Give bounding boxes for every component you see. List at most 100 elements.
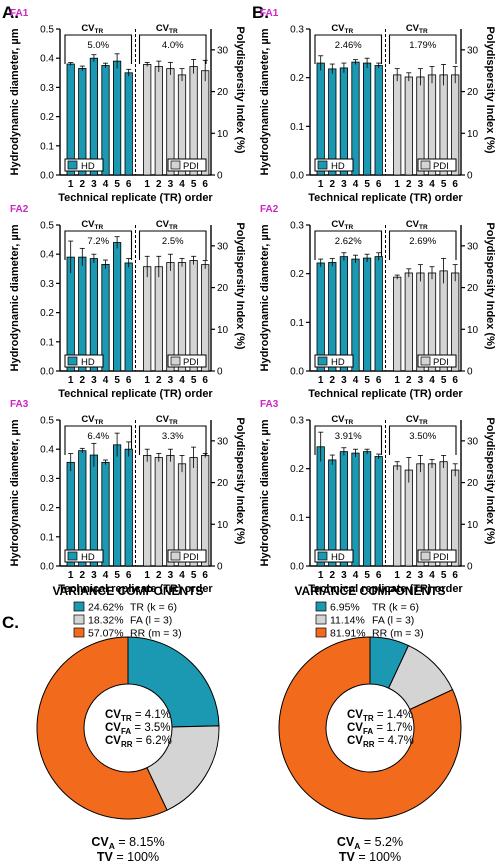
y-axis-label: Hydrodynamic diameter, µm <box>259 419 271 566</box>
left-tick-label: 0.3 <box>40 474 54 485</box>
cv-value: 3.3% <box>162 431 184 442</box>
x-tick-label: 1 <box>144 179 150 190</box>
x-tick-label: 2 <box>406 375 412 386</box>
chart-B-FA1: FA1 0.0 0.1 0.2 0.3 0 10 20 30 Hydrodynamic diame… <box>259 8 496 204</box>
x-tick-label: 1 <box>68 570 74 581</box>
legend-swatch-pdi <box>420 356 431 366</box>
legend-label-pdi: PDI <box>183 552 199 563</box>
pie-legend-swatch <box>315 614 327 625</box>
left-tick-label: 0.2 <box>40 503 54 514</box>
legend-label-hd: HD <box>331 161 345 172</box>
legend-swatch-pdi <box>170 356 181 366</box>
tv-label: TV = 100% <box>339 850 401 864</box>
x-tick-label: 2 <box>80 375 86 386</box>
x-tick-label: 6 <box>126 375 132 386</box>
x-tick-label: 5 <box>114 570 120 581</box>
legend-label-pdi: PDI <box>433 161 449 172</box>
chart-A-FA2: FA2 0.0 0.1 0.2 0.3 0.4 0.5 0 10 20 30 Hydrodynamic… <box>9 204 246 400</box>
hd-bar <box>351 258 360 372</box>
panel-letter: B. <box>252 3 269 22</box>
cv-bracket <box>64 425 133 455</box>
x-tick-label: 6 <box>376 375 382 386</box>
legend-label-hd: HD <box>81 357 95 368</box>
variance-components: C. VARIANCE COMPONENTS 24.62% TR (k = 6) 18.… <box>2 584 462 864</box>
cv-subscript: TR <box>363 714 374 723</box>
x-tick-label: 1 <box>318 570 324 581</box>
x-tick-label: 6 <box>202 570 208 581</box>
cv-value: 2.62% <box>335 236 362 247</box>
x-tick-label: 4 <box>353 570 359 581</box>
right-tick-label: 30 <box>467 45 479 56</box>
pie-legend-label: FA (l = 3) <box>130 615 172 627</box>
cv-label: CVTR <box>406 219 428 231</box>
x-tick-label: 2 <box>330 375 336 386</box>
cv-label: CVTR <box>81 414 103 426</box>
right-tick-label: 10 <box>217 520 229 531</box>
pdi-bar <box>404 469 413 567</box>
hd-bar <box>316 446 325 567</box>
pdi-bar <box>154 266 163 372</box>
cv-value: 1.79% <box>409 40 436 51</box>
x-tick-label: 4 <box>353 179 359 190</box>
hd-bar <box>66 63 75 176</box>
hd-bar <box>113 60 122 176</box>
cv-bracket <box>64 34 133 64</box>
legend-swatch-hd <box>317 356 328 366</box>
legend-label-pdi: PDI <box>433 357 449 368</box>
cv-subscript: A <box>354 841 360 851</box>
pie-legend-label: TR (k = 6) <box>372 602 419 614</box>
x-axis-label: Technical replicate (TR) order <box>308 192 463 204</box>
legend-label-pdi: PDI <box>433 552 449 563</box>
left-tick-label: 0.3 <box>40 83 54 94</box>
legend-swatch-hd <box>67 356 78 366</box>
cv-subscript: TR <box>345 419 354 426</box>
cv-label: CVTR <box>406 414 428 426</box>
cv-value: = 8.15% <box>115 835 165 849</box>
x-tick-label: 1 <box>394 375 400 386</box>
hd-bar <box>316 62 325 176</box>
pie-center-cv: CVRR = 6.2% <box>105 735 172 749</box>
right-tick-label: 10 <box>217 325 229 336</box>
right-tick-label: 30 <box>467 241 479 252</box>
left-tick-label: 0.4 <box>40 445 54 456</box>
x-tick-label: 3 <box>341 179 347 190</box>
cv-label: CVTR <box>156 219 178 231</box>
cv-label: CVTR <box>331 23 353 35</box>
x-tick-label: 5 <box>441 375 447 386</box>
bar-charts: A. B.FA10.00.10.20.30.40.50102030Hydrodyn… <box>2 3 496 595</box>
x-tick-label: 6 <box>202 375 208 386</box>
pie-legend-label: RR (m = 3) <box>372 628 424 640</box>
cv-main: CV <box>347 735 363 747</box>
x-tick-label: 4 <box>103 570 109 581</box>
cv-subscript: TR <box>345 224 354 231</box>
cv-subscript: TR <box>95 28 104 35</box>
cv-value: = 4.1% <box>132 709 171 721</box>
pdi-bar <box>154 66 163 176</box>
x-tick-label: 6 <box>376 570 382 581</box>
left-tick-label: 0.3 <box>290 25 304 36</box>
hd-bar <box>339 256 349 372</box>
left-tick-label: 0.0 <box>290 562 304 573</box>
cv-value: = 6.2% <box>133 735 172 747</box>
left-tick-label: 0.0 <box>40 171 54 182</box>
cv-value: 5.0% <box>87 40 109 51</box>
y-axis-label: Hydrodynamic diameter, µm <box>9 224 21 371</box>
x-tick-label: 2 <box>330 570 336 581</box>
cv-bracket <box>314 230 383 260</box>
y2-axis-label: Polydispersity Index (%) <box>484 417 496 544</box>
left-tick-label: 0.1 <box>290 122 304 133</box>
x-tick-label: 3 <box>341 570 347 581</box>
y2-axis-label: Polydispersity Index (%) <box>484 26 496 153</box>
x-tick-label: 5 <box>191 375 197 386</box>
fa-label: FA3 <box>10 399 29 410</box>
cv-bracket <box>388 425 457 455</box>
legend-swatch-hd <box>67 160 78 170</box>
cv-subscript: TR <box>169 224 178 231</box>
pie-legend-pct: 11.14% <box>330 615 365 627</box>
hd-bar <box>113 242 122 372</box>
hd-bar <box>362 451 372 567</box>
cv-value: 2.69% <box>409 236 436 247</box>
x-tick-label: 6 <box>376 179 382 190</box>
x-tick-label: 1 <box>144 375 150 386</box>
pdi-bar <box>393 465 402 567</box>
